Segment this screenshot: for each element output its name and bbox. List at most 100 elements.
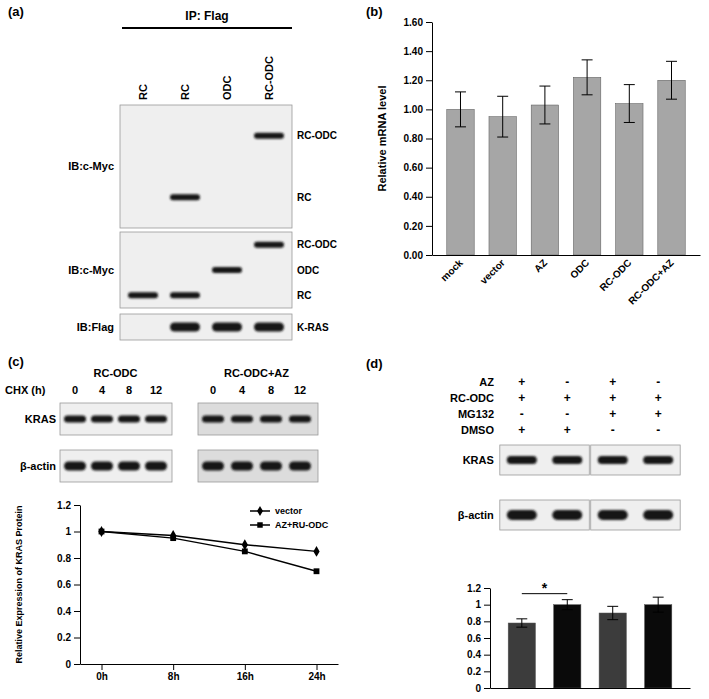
error-bar	[666, 61, 677, 99]
tick-label: 0.6	[467, 633, 481, 644]
bar	[658, 80, 685, 255]
tick-mark	[74, 505, 80, 506]
error-bar-line	[455, 126, 466, 127]
band	[118, 416, 140, 423]
error-bar	[516, 619, 527, 627]
tick: AZ	[532, 255, 549, 274]
marker	[313, 546, 319, 557]
tick: 0.00	[404, 250, 432, 261]
tick-label: 0.00	[404, 250, 424, 261]
error-bar-line	[539, 123, 550, 124]
tick-mark	[74, 638, 80, 639]
panel-label: (b)	[366, 4, 383, 19]
axis-line	[491, 688, 691, 689]
error-bar-line	[671, 61, 672, 99]
band	[598, 456, 628, 464]
tick-label: vector	[478, 257, 507, 286]
tick-label: 0.2	[467, 666, 481, 677]
tick: 0.8	[57, 553, 80, 564]
bar	[447, 109, 474, 255]
condition-sign: -	[656, 375, 660, 389]
panel-label: (c)	[8, 354, 24, 369]
tick: 0.2	[57, 632, 80, 643]
tick-mark	[484, 638, 490, 639]
error-bar-line	[612, 606, 613, 619]
y-axis: 00.20.40.60.811.2	[57, 500, 80, 670]
blot-box	[120, 105, 292, 228]
error-bar-line	[666, 99, 677, 100]
tick-mark	[74, 664, 80, 665]
tick: 0.60	[404, 162, 432, 173]
error-bar-line	[582, 94, 593, 95]
tick-label: 0.4	[57, 606, 71, 617]
condition-sign: -	[611, 423, 615, 437]
tick: 1.60	[404, 17, 432, 28]
tick: 0	[65, 659, 80, 670]
band	[231, 462, 253, 471]
tick-label: mock	[438, 257, 465, 284]
annotation: *	[542, 580, 548, 596]
band	[170, 194, 200, 200]
condition-sign: +	[564, 423, 571, 437]
error-bar	[562, 600, 573, 610]
marker	[314, 568, 320, 574]
band	[254, 323, 284, 332]
tick-label: RC-ODC+AZ	[626, 257, 676, 307]
axis-line	[432, 23, 433, 256]
tick-label: 1.60	[404, 17, 424, 28]
tick-mark	[426, 226, 432, 227]
row-label: β-actin	[458, 509, 494, 521]
legend-label: AZ+RU-ODC	[275, 520, 329, 530]
lane-label: RC	[179, 84, 191, 100]
tick-label: 0h	[96, 671, 108, 682]
bar	[616, 104, 643, 255]
tick: 0.4	[57, 606, 80, 617]
plot-area	[447, 60, 685, 255]
error-bar-line	[455, 91, 466, 92]
tick: 0.8	[467, 616, 490, 627]
error-bar-line	[562, 599, 573, 600]
lane-label: 12	[150, 384, 162, 396]
bar	[531, 105, 558, 255]
band	[552, 456, 582, 464]
y-axis-title: Relative Expression of KRAS Protein	[14, 505, 24, 663]
tick-mark	[426, 197, 432, 198]
condition-label: DMSO	[461, 424, 494, 436]
blot-box	[591, 445, 680, 475]
tick-mark	[74, 532, 80, 533]
band-label: K-RAS	[297, 322, 329, 333]
axis-line	[80, 506, 81, 665]
error-bar-line	[521, 619, 522, 627]
blot-box	[60, 450, 172, 482]
tick-label: 0.40	[404, 191, 424, 202]
band	[254, 133, 284, 139]
tick: 0.6	[467, 633, 490, 644]
blot-box	[591, 500, 680, 530]
tick-mark	[74, 558, 80, 559]
error-bar-line	[567, 600, 568, 610]
condition-sign: +	[518, 375, 525, 389]
axis-line	[81, 664, 339, 665]
error-bar	[653, 597, 664, 612]
tick-label: 0.60	[404, 162, 424, 173]
error-bar-line	[582, 59, 593, 60]
condition-label: RC-ODC	[450, 392, 494, 404]
bar	[645, 605, 672, 688]
tick-label: 8h	[168, 671, 180, 682]
tick-label: AZ	[532, 257, 549, 274]
band-label: RC	[297, 290, 311, 301]
tick-label: 0.6	[57, 579, 71, 590]
chx-label: CHX (h)	[5, 384, 46, 396]
tick-mark	[317, 664, 318, 670]
header-rule	[122, 27, 292, 29]
tick-mark	[426, 51, 432, 52]
tick: 1.2	[467, 583, 490, 594]
band	[507, 510, 537, 520]
error-bar-line	[658, 597, 659, 612]
tick: 0.40	[404, 191, 432, 202]
condition-sign: +	[655, 407, 662, 421]
tick-label: 0	[475, 683, 481, 694]
tick: ODC	[568, 255, 592, 281]
band	[289, 416, 311, 423]
tick: 1.20	[404, 75, 432, 86]
